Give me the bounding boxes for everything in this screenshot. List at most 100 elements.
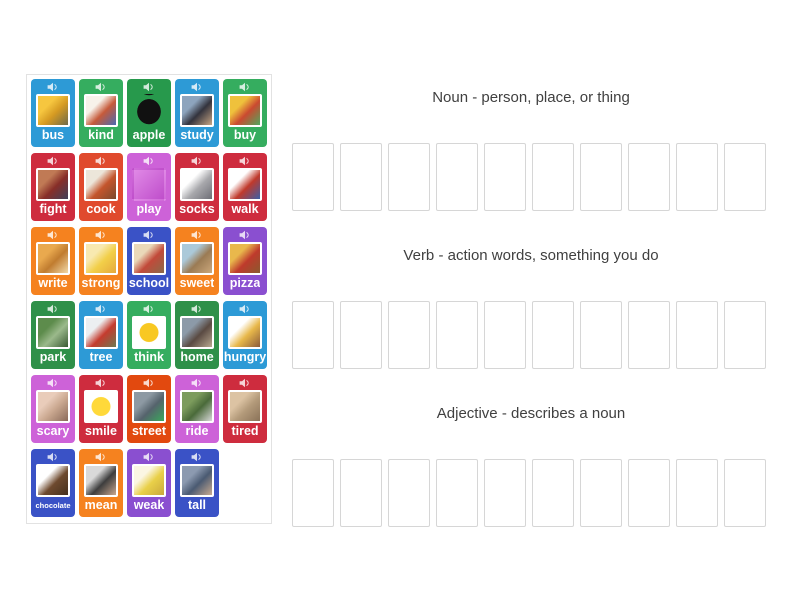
drop-slot[interactable] <box>484 459 526 527</box>
drop-slot[interactable] <box>676 459 718 527</box>
drop-slot[interactable] <box>436 301 478 369</box>
drop-slot[interactable] <box>532 301 574 369</box>
drop-slot[interactable] <box>532 459 574 527</box>
word-card-sweet[interactable]: sweet <box>175 227 219 295</box>
word-card-apple[interactable]: apple <box>127 79 171 147</box>
drop-slot[interactable] <box>388 459 430 527</box>
card-word: mean <box>84 499 118 512</box>
drop-slot[interactable] <box>436 143 478 211</box>
drop-slot[interactable] <box>340 301 382 369</box>
walking-person-clipart <box>228 168 262 201</box>
speaker-icon[interactable] <box>239 304 251 314</box>
speaker-icon[interactable] <box>191 82 203 92</box>
drop-slot[interactable] <box>532 143 574 211</box>
word-card-school[interactable]: school <box>127 227 171 295</box>
speaker-icon[interactable] <box>47 82 59 92</box>
drop-slot[interactable] <box>340 143 382 211</box>
word-card-write[interactable]: write <box>31 227 75 295</box>
drop-slot[interactable] <box>292 459 334 527</box>
speaker-icon[interactable] <box>47 452 59 462</box>
word-card-pizza[interactable]: pizza <box>223 227 267 295</box>
drop-slot[interactable] <box>436 459 478 527</box>
word-card-tired[interactable]: tired <box>223 375 267 443</box>
word-card-weak[interactable]: weak <box>127 449 171 517</box>
speaker-icon[interactable] <box>143 452 155 462</box>
drop-slot[interactable] <box>484 143 526 211</box>
drop-slot[interactable] <box>292 143 334 211</box>
drop-slot[interactable] <box>676 143 718 211</box>
drop-slot[interactable] <box>628 459 670 527</box>
word-card-strong[interactable]: strong <box>79 227 123 295</box>
stern-man-photo <box>84 464 118 497</box>
word-card-tree[interactable]: tree <box>79 301 123 369</box>
card-word: study <box>180 129 214 142</box>
speaker-icon[interactable] <box>143 378 155 388</box>
drop-slot[interactable] <box>340 459 382 527</box>
speaker-icon[interactable] <box>143 156 155 166</box>
speaker-icon[interactable] <box>47 378 59 388</box>
word-bank-cards: bus kind apple study buy fight cook play socks wa… <box>27 75 271 521</box>
speaker-icon[interactable] <box>239 156 251 166</box>
speaker-icon[interactable] <box>143 304 155 314</box>
word-card-chocolate[interactable]: chocolate <box>31 449 75 517</box>
drop-slot[interactable] <box>580 143 622 211</box>
speaker-icon[interactable] <box>47 156 59 166</box>
word-card-home[interactable]: home <box>175 301 219 369</box>
word-card-park[interactable]: park <box>31 301 75 369</box>
drop-slot[interactable] <box>388 301 430 369</box>
drop-slot[interactable] <box>628 301 670 369</box>
speaker-icon[interactable] <box>95 82 107 92</box>
word-card-fight[interactable]: fight <box>31 153 75 221</box>
word-card-play[interactable]: play <box>127 153 171 221</box>
word-card-bus[interactable]: bus <box>31 79 75 147</box>
word-card-walk[interactable]: walk <box>223 153 267 221</box>
word-card-cook[interactable]: cook <box>79 153 123 221</box>
drop-slot[interactable] <box>388 143 430 211</box>
word-card-hungry[interactable]: hungry <box>223 301 267 369</box>
speaker-icon[interactable] <box>191 304 203 314</box>
drop-slot[interactable] <box>676 301 718 369</box>
speaker-icon[interactable] <box>191 156 203 166</box>
word-card-buy[interactable]: buy <box>223 79 267 147</box>
drop-slot[interactable] <box>724 459 766 527</box>
word-card-tall[interactable]: tall <box>175 449 219 517</box>
drop-slot[interactable] <box>724 301 766 369</box>
word-card-smile[interactable]: smile <box>79 375 123 443</box>
speaker-icon[interactable] <box>239 230 251 240</box>
word-card-study[interactable]: study <box>175 79 219 147</box>
word-card-think[interactable]: think <box>127 301 171 369</box>
speaker-icon[interactable] <box>143 82 155 92</box>
speaker-icon[interactable] <box>47 230 59 240</box>
drop-slot[interactable] <box>628 143 670 211</box>
drop-slot[interactable] <box>292 301 334 369</box>
speaker-icon[interactable] <box>191 378 203 388</box>
card-word: tired <box>231 425 259 438</box>
card-word: scary <box>36 425 70 438</box>
speaker-icon[interactable] <box>47 304 59 314</box>
speaker-icon[interactable] <box>239 378 251 388</box>
speaker-icon[interactable] <box>95 452 107 462</box>
drop-slot[interactable] <box>580 301 622 369</box>
speaker-icon[interactable] <box>143 230 155 240</box>
word-card-socks[interactable]: socks <box>175 153 219 221</box>
group-title: Noun - person, place, or thing <box>432 89 630 106</box>
speaker-icon[interactable] <box>239 82 251 92</box>
speaker-icon[interactable] <box>95 156 107 166</box>
drop-slot[interactable] <box>484 301 526 369</box>
speaker-icon[interactable] <box>95 230 107 240</box>
drop-slot[interactable] <box>724 143 766 211</box>
word-card-ride[interactable]: ride <box>175 375 219 443</box>
drop-slot[interactable] <box>580 459 622 527</box>
speaker-icon[interactable] <box>191 452 203 462</box>
speaker-icon[interactable] <box>191 230 203 240</box>
word-card-kind[interactable]: kind <box>79 79 123 147</box>
speaker-icon[interactable] <box>95 378 107 388</box>
children-playing-clipart <box>132 168 166 201</box>
card-word: bus <box>41 129 65 142</box>
speaker-icon[interactable] <box>95 304 107 314</box>
word-card-mean[interactable]: mean <box>79 449 123 517</box>
red-tree-photo <box>84 316 118 349</box>
word-card-street[interactable]: street <box>127 375 171 443</box>
word-card-scary[interactable]: scary <box>31 375 75 443</box>
pizza-photo <box>228 242 262 275</box>
